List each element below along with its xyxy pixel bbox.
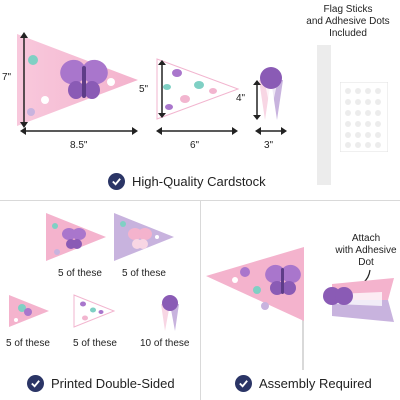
feature-cardstock: High-Quality Cardstock <box>108 173 266 190</box>
medium-pennant <box>156 58 240 120</box>
large-height-label: 7" <box>2 72 12 83</box>
count-label: 5 of these <box>6 338 50 349</box>
small-height-arrow <box>253 80 261 120</box>
pennant-pink-small <box>9 295 49 327</box>
count-label: 5 of these <box>122 268 166 279</box>
flower-icon <box>232 267 269 310</box>
pennant-white-small <box>73 294 115 328</box>
medium-width-label: 6" <box>190 140 200 151</box>
checkmark-icon <box>108 173 125 190</box>
butterfly-icon <box>163 69 217 110</box>
attach-label: Attach with Adhesive Dot <box>335 233 397 268</box>
flag-sticks <box>317 45 331 185</box>
large-width-arrow <box>20 127 138 135</box>
count-label: 10 of these <box>140 338 190 349</box>
checkmark-icon <box>27 375 44 392</box>
divider-vertical <box>200 200 201 400</box>
count-label: 5 of these <box>73 338 117 349</box>
assembled-pennant <box>206 247 304 321</box>
adhesive-dot-sheet <box>340 82 388 152</box>
feature-cardstock-label: High-Quality Cardstock <box>132 174 266 189</box>
medium-height-arrow <box>158 60 166 118</box>
small-height-label: 4" <box>236 93 246 104</box>
medium-height-label: 5" <box>139 84 149 95</box>
large-pennant <box>17 34 138 126</box>
flag-sticks-label: Flag Sticks and Adhesive Dots Included <box>306 4 390 39</box>
butterfly-icon <box>60 59 108 99</box>
feature-assembly: Assembly Required <box>235 375 372 392</box>
pennant-pink-large <box>46 213 106 261</box>
feature-double-sided-label: Printed Double-Sided <box>51 376 175 391</box>
feature-assembly-label: Assembly Required <box>259 376 372 391</box>
small-ribbon <box>259 67 283 120</box>
large-height-arrow <box>20 32 28 128</box>
flower-icon <box>27 55 115 116</box>
medium-width-arrow <box>156 127 238 135</box>
small-width-arrow <box>255 127 287 135</box>
pennant-lavender-large <box>114 213 174 261</box>
ribbon-small <box>161 295 179 331</box>
large-width-label: 8.5" <box>70 140 88 151</box>
butterfly-icon <box>265 264 301 295</box>
checkmark-icon <box>235 375 252 392</box>
small-width-label: 3" <box>264 140 274 151</box>
assembled-ribbon <box>323 278 394 322</box>
count-label: 5 of these <box>58 268 102 279</box>
feature-double-sided: Printed Double-Sided <box>27 375 175 392</box>
